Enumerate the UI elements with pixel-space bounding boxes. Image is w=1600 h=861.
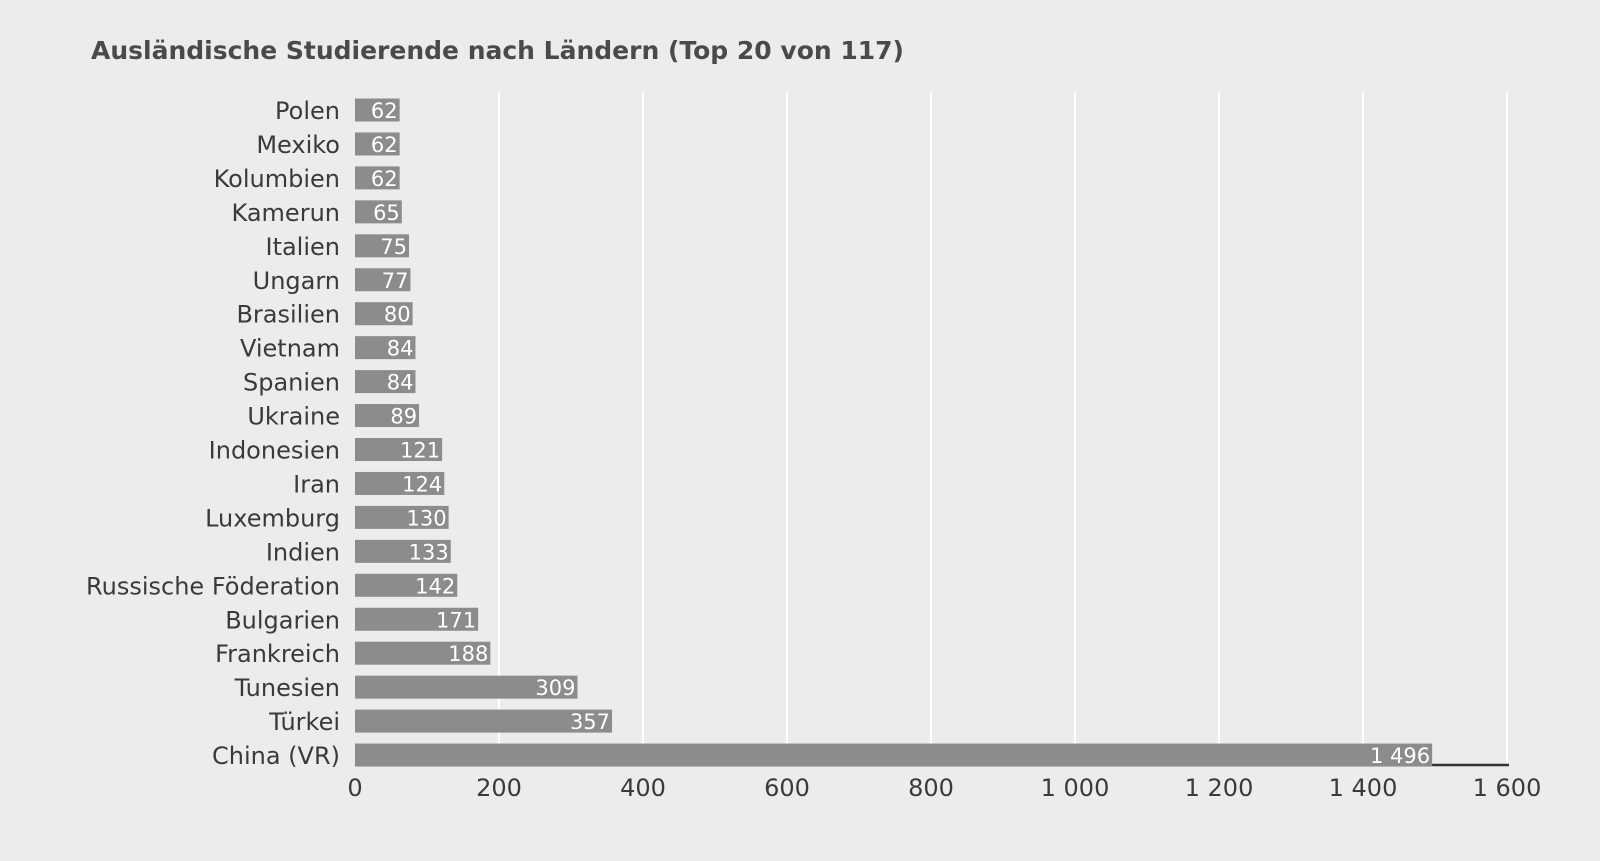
bar bbox=[355, 471, 445, 495]
bar-value-label: 89 bbox=[390, 405, 417, 429]
bar bbox=[355, 709, 613, 733]
x-tick-label: 1 400 bbox=[1329, 774, 1398, 802]
bar bbox=[355, 166, 400, 190]
bar-value-label: 124 bbox=[402, 472, 442, 496]
bar bbox=[355, 268, 411, 292]
bar bbox=[355, 234, 409, 258]
bar bbox=[355, 302, 413, 326]
x-tick-label: 1 200 bbox=[1185, 774, 1254, 802]
bar bbox=[355, 505, 449, 529]
bar bbox=[355, 607, 479, 631]
bar bbox=[355, 132, 400, 156]
x-tick-label: 1 000 bbox=[1041, 774, 1110, 802]
bar-value-label: 75 bbox=[380, 235, 407, 259]
x-tick-label: 800 bbox=[908, 774, 954, 802]
bar-value-label: 62 bbox=[371, 99, 398, 123]
bar bbox=[355, 573, 458, 597]
category-label: Frankreich bbox=[215, 640, 340, 668]
x-tick-label: 200 bbox=[476, 774, 522, 802]
bar-value-label: 65 bbox=[373, 201, 400, 225]
bar bbox=[355, 200, 402, 224]
category-label: Indonesien bbox=[209, 437, 340, 465]
category-label: Türkei bbox=[268, 708, 340, 736]
bar bbox=[355, 98, 400, 122]
x-tick-label: 1 600 bbox=[1473, 774, 1542, 802]
bar-value-label: 133 bbox=[409, 540, 449, 564]
x-tick-label: 400 bbox=[620, 774, 666, 802]
category-label: Ukraine bbox=[247, 403, 340, 431]
bar-value-label: 62 bbox=[371, 167, 398, 191]
bar bbox=[355, 641, 491, 665]
category-label: Luxemburg bbox=[205, 504, 340, 532]
category-label: Polen bbox=[275, 97, 340, 125]
bar bbox=[355, 370, 416, 394]
category-label: Kamerun bbox=[232, 199, 340, 227]
bar-value-label: 142 bbox=[415, 574, 455, 598]
category-label: Bulgarien bbox=[225, 606, 340, 634]
bar-value-label: 62 bbox=[371, 133, 398, 157]
category-label: Russische Föderation bbox=[86, 572, 340, 600]
category-label: China (VR) bbox=[212, 742, 340, 770]
category-label: Tunesien bbox=[234, 674, 340, 702]
category-label: Spanien bbox=[243, 369, 340, 397]
category-label: Kolumbien bbox=[214, 165, 340, 193]
bar bbox=[355, 743, 1433, 767]
category-label: Mexiko bbox=[256, 131, 340, 159]
bar bbox=[355, 438, 443, 461]
x-tick-label: 600 bbox=[764, 774, 810, 802]
chart-title: Ausländische Studierende nach Ländern (T… bbox=[91, 36, 904, 65]
bar-value-label: 84 bbox=[387, 371, 414, 395]
bar-value-label: 188 bbox=[448, 642, 488, 666]
bar-value-label: 80 bbox=[384, 303, 411, 327]
bar bbox=[355, 336, 416, 360]
bar-value-label: 1 496 bbox=[1370, 744, 1430, 768]
category-label: Ungarn bbox=[253, 267, 340, 295]
x-tick-label: 0 bbox=[347, 774, 362, 802]
category-label: Italien bbox=[265, 233, 340, 261]
category-label: Iran bbox=[293, 470, 340, 498]
bar-value-label: 357 bbox=[570, 710, 610, 734]
bar-value-label: 171 bbox=[436, 608, 476, 632]
bar-value-label: 309 bbox=[535, 676, 575, 700]
bar bbox=[355, 675, 578, 699]
bar-value-label: 77 bbox=[382, 269, 409, 293]
category-label: Indien bbox=[266, 538, 340, 566]
bar-value-label: 84 bbox=[387, 337, 414, 361]
category-label: Vietnam bbox=[240, 335, 340, 363]
bar-value-label: 130 bbox=[407, 506, 447, 530]
bar-value-label: 121 bbox=[400, 439, 440, 463]
bar bbox=[355, 404, 420, 428]
category-label: Brasilien bbox=[236, 301, 340, 329]
bar bbox=[355, 539, 451, 563]
